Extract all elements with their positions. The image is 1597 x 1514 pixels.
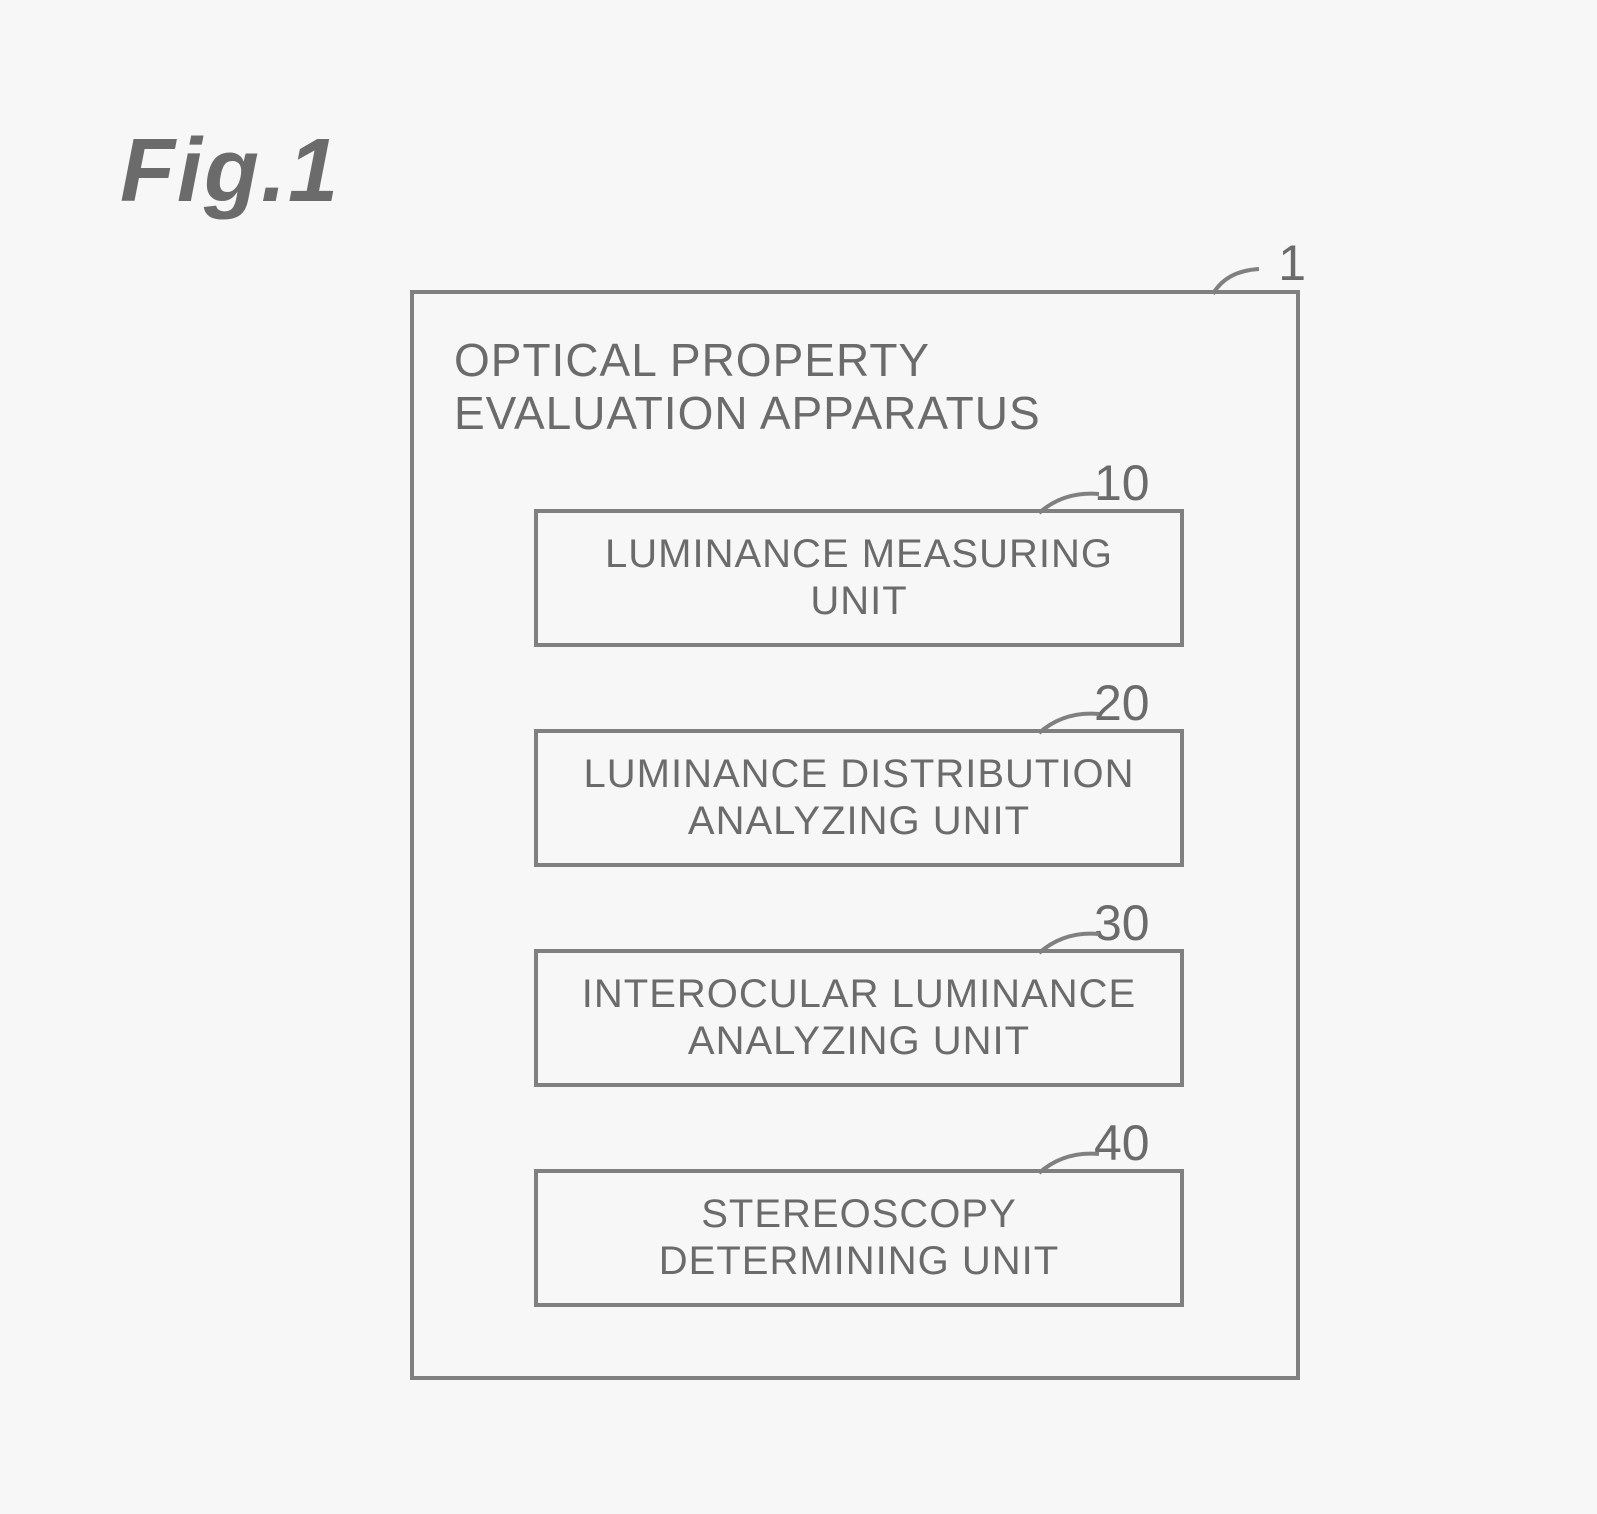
apparatus-title: OPTICAL PROPERTY EVALUATION APPARATUS: [454, 334, 1041, 440]
apparatus-title-line2: EVALUATION APPARATUS: [454, 387, 1041, 439]
unit-box-30: INTEROCULAR LUMINANCE ANALYZING UNIT: [534, 949, 1184, 1087]
unit-box-20: LUMINANCE DISTRIBUTION ANALYZING UNIT: [534, 729, 1184, 867]
unit-lead-40: [1034, 1149, 1104, 1177]
unit-lead-10: [1034, 489, 1104, 517]
unit-text-line2: UNIT: [810, 579, 907, 623]
figure-label: Fig.1: [120, 120, 340, 223]
page: Fig.1 1 OPTICAL PROPERTY EVALUATION APPA…: [0, 0, 1597, 1514]
unit-text-line2: ANALYZING UNIT: [688, 799, 1030, 843]
unit-lead-20: [1034, 709, 1104, 737]
unit-text-line1: LUMINANCE DISTRIBUTION: [584, 752, 1135, 796]
unit-text-line2: ANALYZING UNIT: [688, 1019, 1030, 1063]
unit-text-line1: INTEROCULAR LUMINANCE: [582, 972, 1136, 1016]
apparatus-lead-line: [1211, 266, 1261, 296]
apparatus-title-line1: OPTICAL PROPERTY: [454, 334, 930, 386]
apparatus-ref-number: 1: [1278, 234, 1306, 292]
unit-box-10: LUMINANCE MEASURING UNIT: [534, 509, 1184, 647]
unit-text-line1: STEREOSCOPY: [701, 1192, 1017, 1236]
unit-lead-30: [1034, 929, 1104, 957]
apparatus-box: 1 OPTICAL PROPERTY EVALUATION APPARATUS …: [410, 290, 1300, 1380]
unit-box-40: STEREOSCOPY DETERMINING UNIT: [534, 1169, 1184, 1307]
unit-text-line2: DETERMINING UNIT: [659, 1239, 1059, 1283]
unit-text-line1: LUMINANCE MEASURING: [605, 532, 1113, 576]
